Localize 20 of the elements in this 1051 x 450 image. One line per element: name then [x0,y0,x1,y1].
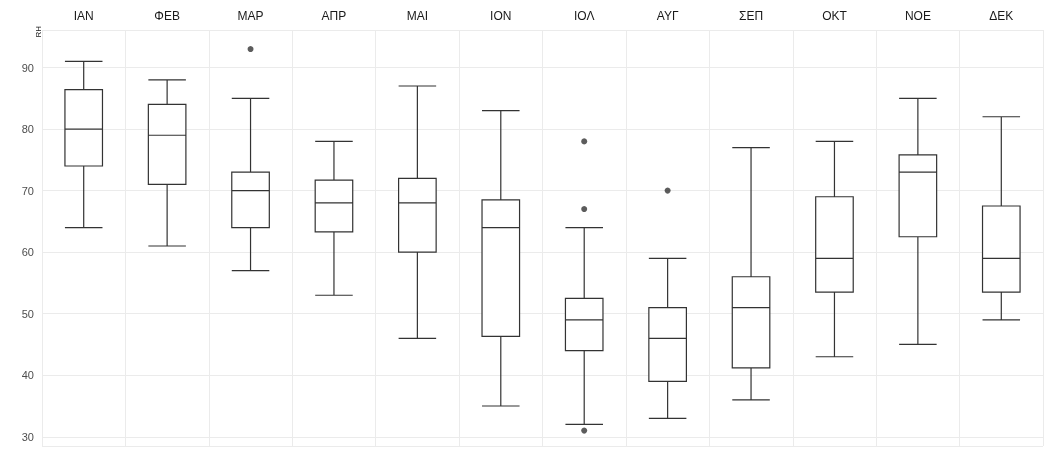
x-tick-label: ΦΕΒ [154,9,180,23]
x-tick-label: ΙΟΝ [490,9,512,23]
x-tick-label: ΝΟΕ [904,9,931,23]
y-tick-label: 90 [21,61,34,74]
x-tick-label: ΑΠΡ [321,9,347,23]
x-tick-label: ΙΟΛ [573,9,595,23]
x-tick-label: ΣΕΠ [738,9,764,23]
x-tick-label: ΟΚΤ [822,9,848,23]
x-tick-label: ΜΑΡ [237,9,264,23]
y-tick-label: 50 [21,307,34,320]
y-tick-label: 60 [21,246,34,259]
y-tick-label: 40 [21,369,34,382]
y-tick-label: 80 [21,123,34,136]
x-tick-label: ΔΕΚ [989,9,1014,23]
x-tick-label: ΙΑΝ [73,9,94,23]
y-tick-label: 30 [21,430,34,443]
y-axis-title: RH [33,25,43,38]
x-tick-label: ΑΥΓ [656,9,679,23]
y-tick-label: 70 [21,184,34,197]
x-tick-label: ΜΑΙ [406,9,429,23]
